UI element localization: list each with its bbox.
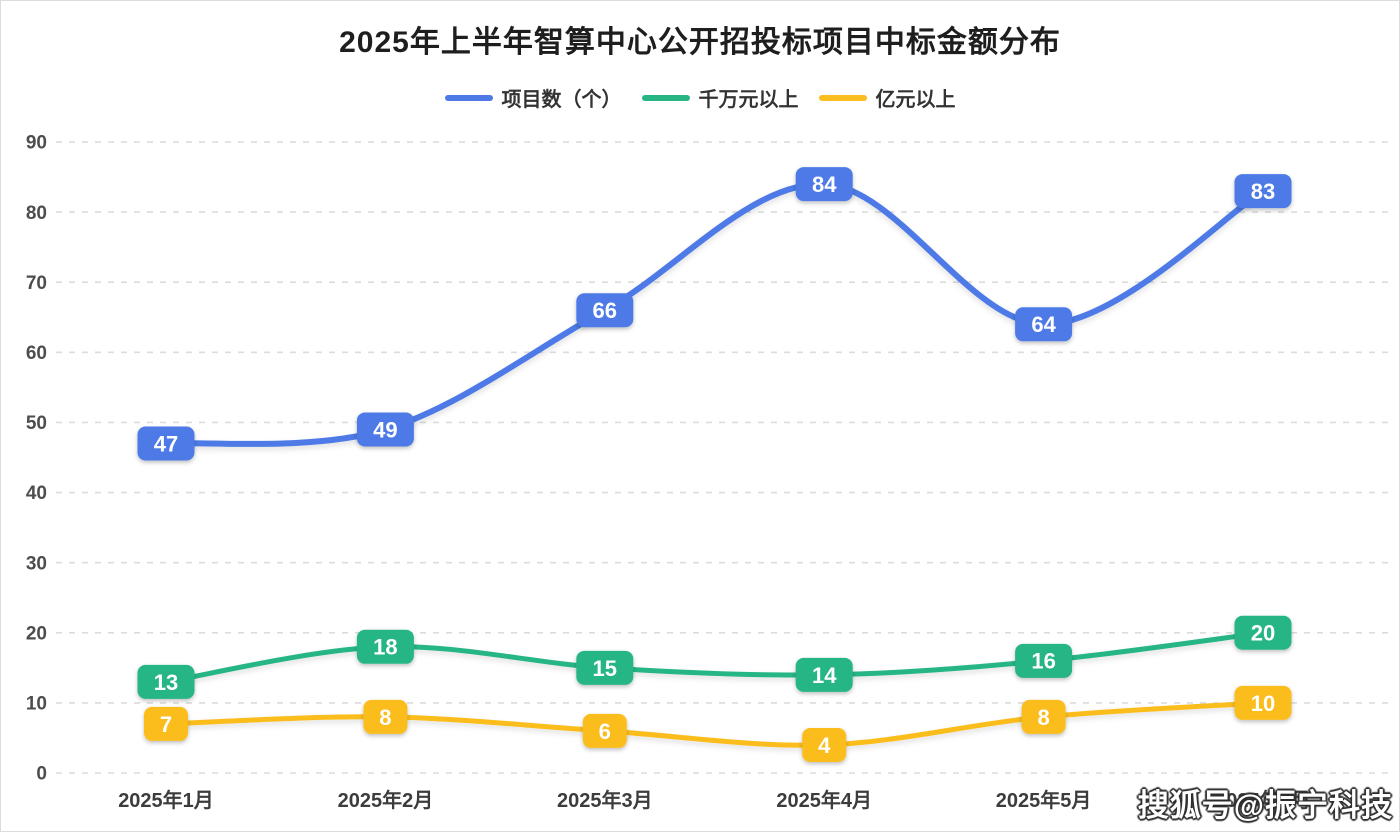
series-line-2 [163,700,1266,748]
point-label [137,664,195,699]
x-tick-label: 2025年6月 [1215,788,1311,812]
point-label [795,167,853,202]
point-label [356,412,414,447]
y-tick-label: 80 [26,203,47,224]
point-label [1015,643,1073,678]
point-label-value: 15 [593,656,617,681]
point-label [802,727,847,762]
point-label [582,713,627,748]
x-tick-label: 2025年2月 [338,788,434,812]
watermark: 搜狐号@振宁科技 [1137,788,1393,823]
legend-item-0[interactable]: 项目数（个） [444,83,622,112]
legend: 项目数（个） 千万元以上 亿元以上 [1,83,1399,112]
x-tick-label: 2025年1月 [118,788,214,812]
point-label [137,426,195,461]
y-tick-label: 0 [36,764,47,785]
y-tick-label: 60 [26,343,47,364]
point-label [576,293,634,328]
legend-item-1[interactable]: 千万元以上 [641,83,799,112]
y-tick-label: 40 [26,483,47,504]
y-tick-label: 70 [26,273,47,294]
point-label [356,629,414,664]
point-label-value: 47 [154,431,178,456]
legend-label: 亿元以上 [875,89,956,111]
x-tick-label: 2025年4月 [776,788,872,812]
point-label [1234,685,1292,720]
series-line-0 [163,181,1266,447]
point-label-value: 18 [373,635,397,660]
x-tick-label: 2025年5月 [996,788,1092,812]
point-label [144,706,188,741]
legend-line-icon [444,94,493,101]
y-tick-label: 90 [26,133,47,154]
legend-line-icon [641,94,690,101]
chart-title: 2025年上半年智算中心公开招投标项目中标金额分布 [339,26,1061,59]
point-label [1234,615,1292,650]
point-label-value: 66 [593,298,617,323]
legend-line-icon [818,94,867,101]
point-label-value: 7 [160,712,172,737]
point-label-value: 64 [1031,312,1056,337]
y-tick-label: 10 [26,694,47,715]
y-tick-label: 30 [26,553,47,574]
legend-item-2[interactable]: 亿元以上 [818,83,956,112]
point-label-value: 10 [1251,691,1275,716]
x-tick-label: 2025年3月 [557,788,653,812]
point-label-value: 14 [812,663,837,688]
y-tick-label: 50 [26,413,47,434]
point-label-value: 8 [379,705,391,730]
point-label-value: 20 [1251,621,1275,646]
y-tick-label: 20 [26,623,47,644]
point-label-value: 8 [1037,705,1049,730]
point-label-value: 6 [599,719,611,744]
point-label-value: 83 [1251,179,1275,204]
point-label [576,650,634,685]
legend-label: 千万元以上 [698,89,799,111]
point-label [363,699,408,734]
series-line-1 [163,630,1266,685]
point-label-value: 84 [812,172,837,197]
point-label [1234,174,1292,209]
point-label-value: 49 [373,417,397,442]
point-label [795,657,853,692]
point-label-value: 13 [154,670,178,695]
point-label-value: 4 [818,733,831,758]
point-label-value: 16 [1031,649,1055,674]
legend-label: 项目数（个） [501,89,622,111]
point-label [1021,699,1066,734]
point-label [1015,307,1073,342]
